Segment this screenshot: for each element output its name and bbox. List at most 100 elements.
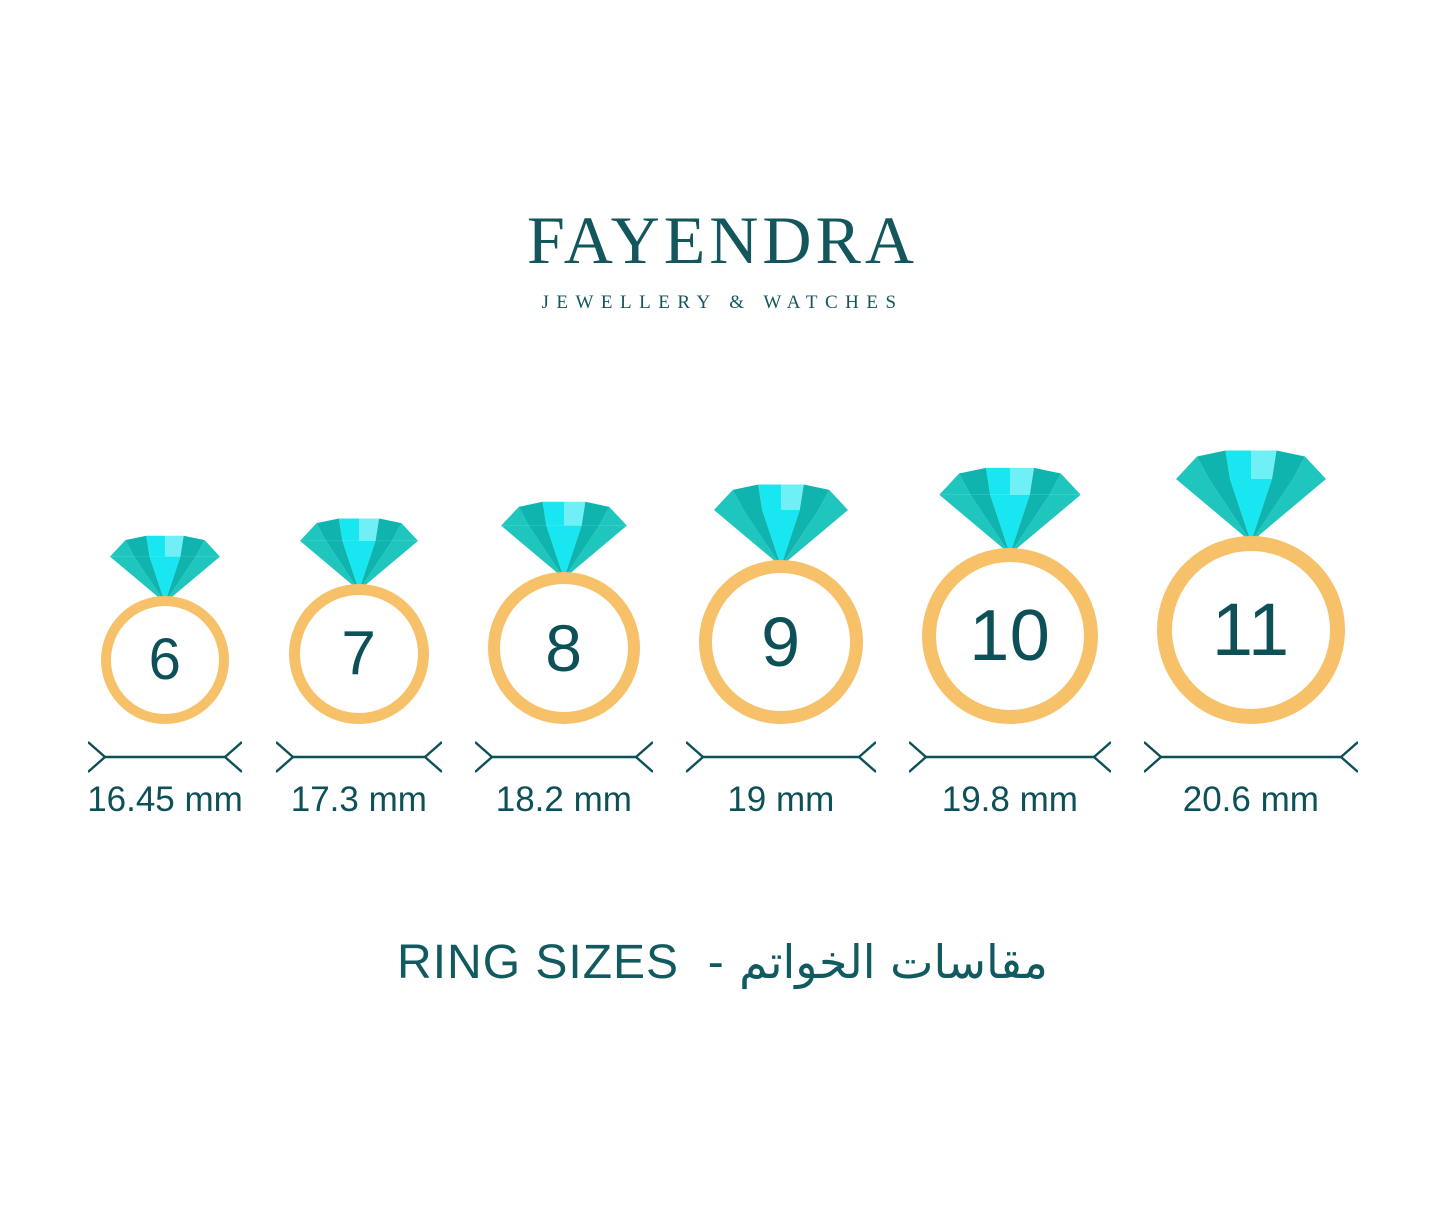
diamond-facet <box>563 525 600 579</box>
ring-size-number: 7 <box>341 619 377 688</box>
ring-band: 11 <box>1156 536 1345 724</box>
ring-measurement-label: 18.2 mm <box>495 780 632 819</box>
diamond-facet <box>758 484 781 510</box>
diamond-facet <box>985 467 1010 495</box>
ring-band: 7 <box>288 584 429 724</box>
diamond-facet <box>1009 467 1034 495</box>
diamond-facet <box>149 556 181 603</box>
diamond-facet <box>500 525 564 579</box>
dimension-line <box>88 741 242 773</box>
diamond-facet <box>1029 467 1061 495</box>
ring-illustration: 11 <box>1156 440 1345 724</box>
ring-illustration: 9 <box>698 475 863 724</box>
diamond-icon <box>713 484 848 567</box>
ring-measurement-label: 19.8 mm <box>941 780 1078 819</box>
diamond-facet <box>542 501 564 526</box>
diamond-facet <box>563 501 586 526</box>
dimension-arrow-left-upper <box>275 741 294 758</box>
ring-size-number: 6 <box>148 627 182 692</box>
dimension-arrow-right-upper <box>424 741 442 758</box>
dimension-arrow-left-upper <box>908 741 927 758</box>
ring-measurement-label: 20.6 mm <box>1182 780 1319 819</box>
diamond-facet <box>391 523 418 541</box>
diamond-facet <box>713 489 744 510</box>
brand-tagline: JEWELLERY & WATCHES <box>541 292 904 313</box>
dimension-line <box>275 741 442 773</box>
diamond-facet <box>1225 450 1251 479</box>
ring-size-item[interactable]: 7 17.3 mm <box>275 440 442 820</box>
diamond-facet <box>180 535 205 557</box>
ring-band: 10 <box>921 548 1098 724</box>
ring-illustration: 8 <box>487 493 640 724</box>
dimension-arrow-left-lower <box>88 756 106 773</box>
ring-size-row: 6 16.45 mm 7 17.3 mm 8 18.2 mm 9 19 mm 10 19.8 mm… <box>0 440 1445 820</box>
diamond-icon <box>1175 450 1326 542</box>
diamond-facet <box>500 506 529 526</box>
diamond-facet <box>1229 479 1272 542</box>
diamond-facet <box>165 556 196 603</box>
dimension-arrow-right-upper <box>635 741 653 758</box>
dimension-arrow-left-upper <box>474 741 493 758</box>
ring-size-item[interactable]: 11 20.6 mm <box>1143 440 1358 820</box>
ring-size-number: 11 <box>1211 588 1290 671</box>
dimension-arrow-right-lower <box>224 756 242 773</box>
ring-size-item[interactable]: 9 19 mm <box>685 440 876 820</box>
dimension-arrow-left-lower <box>1143 756 1162 773</box>
diamond-facet <box>316 518 343 541</box>
diamond-facet <box>528 525 564 579</box>
ring-measurement-label: 19 mm <box>727 780 835 819</box>
diamond-facet <box>375 518 402 541</box>
diamond-facet <box>299 523 326 541</box>
diamond-icon <box>299 518 418 591</box>
dimension-arrow-right-upper <box>858 741 876 758</box>
diamond-facet <box>762 509 800 567</box>
diamond-facet <box>325 540 359 591</box>
ring-size-item[interactable]: 8 18.2 mm <box>474 440 653 820</box>
ring-size-item[interactable]: 10 19.8 mm <box>908 440 1111 820</box>
dimension-arrow-right-lower <box>1093 756 1111 773</box>
ring-size-item[interactable]: 6 16.45 mm <box>87 440 243 820</box>
dimension-arrow-left-upper <box>685 741 704 758</box>
ring-band: 9 <box>698 560 863 724</box>
dimension-arrow-right-upper <box>1340 741 1358 758</box>
diamond-facet <box>146 535 165 557</box>
ring-illustration: 10 <box>921 458 1098 724</box>
diamond-facet <box>818 489 848 510</box>
diamond-facet <box>338 518 359 541</box>
diamond-facet <box>110 556 165 603</box>
dimension-arrow-left-lower <box>685 756 704 773</box>
ring-band: 8 <box>487 572 640 724</box>
diamond-facet <box>342 540 376 591</box>
diamond-facet <box>732 484 763 510</box>
ring-illustration: 6 <box>101 528 229 724</box>
diamond-facet <box>1175 479 1251 542</box>
diamond-facet <box>780 509 819 567</box>
diamond-icon <box>110 535 220 603</box>
diamond-icon <box>939 467 1081 555</box>
ring-measurement-label: 17.3 mm <box>290 780 427 819</box>
diamond-facet <box>125 535 150 557</box>
diamond-facet <box>546 525 582 579</box>
dimension-arrow-left-upper <box>88 741 106 758</box>
dimension-line <box>685 741 876 773</box>
ring-size-number: 8 <box>545 611 583 685</box>
diamond-facet <box>799 484 830 510</box>
diamond-facet <box>990 494 1030 555</box>
ring-size-number: 10 <box>969 596 1051 676</box>
diamond-facet <box>939 494 1010 555</box>
diamond-facet <box>1271 450 1305 479</box>
diamond-facet <box>1292 456 1326 479</box>
dimension-line <box>1143 741 1358 773</box>
diamond-facet <box>358 540 392 591</box>
ring-band: 6 <box>101 596 229 724</box>
dimension-arrow-right-lower <box>424 756 442 773</box>
ring-measurement-label: 16.45 mm <box>87 780 243 819</box>
dimension-arrow-left-lower <box>474 756 493 773</box>
diamond-facet <box>134 556 165 603</box>
dimension-line <box>474 741 653 773</box>
dimension-line <box>908 741 1111 773</box>
dimension-arrow-right-lower <box>858 756 876 773</box>
diamond-icon <box>500 501 627 579</box>
dimension-arrow-right-lower <box>635 756 653 773</box>
caption-arabic: مقاسات الخواتم <box>739 935 1048 989</box>
